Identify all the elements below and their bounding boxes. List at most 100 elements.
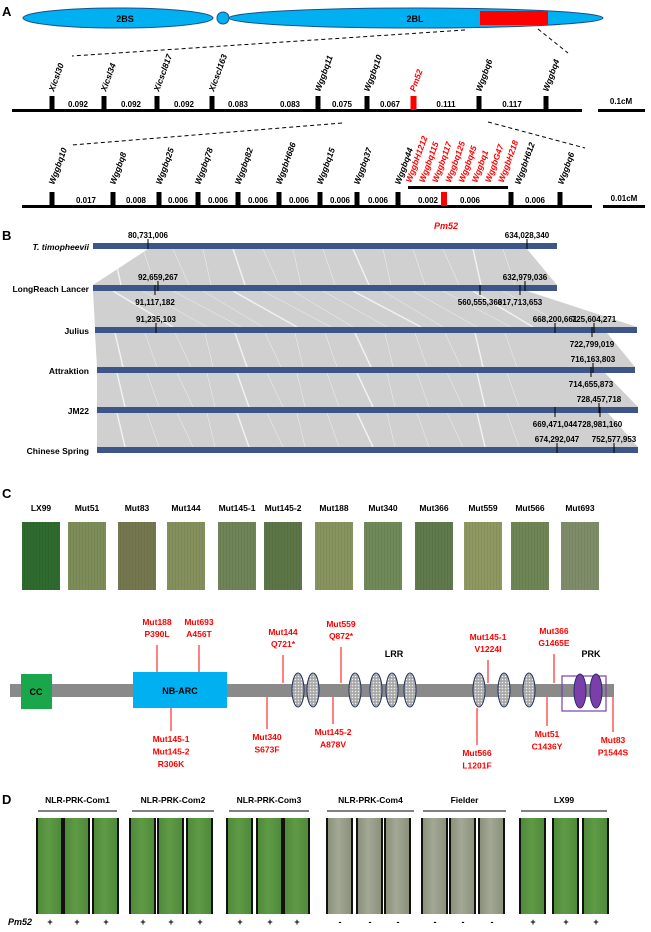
interval-distance: 0.006	[330, 196, 351, 205]
marker-tick	[508, 192, 514, 206]
lrr-repeat	[348, 672, 362, 708]
transgenic-leaf-image	[63, 818, 90, 914]
genome-tracks: T. timopheevii 80,731,006 634,028,340 LongR…	[12, 231, 638, 456]
synteny-gap	[114, 332, 124, 368]
synteny-gap	[116, 412, 126, 448]
genome-bar	[97, 407, 638, 413]
marker-label: Wggbq4	[540, 58, 561, 93]
nbarc-label: NB-ARC	[162, 686, 198, 696]
interval-distance: 0.006	[208, 196, 229, 205]
synteny-gap	[324, 332, 338, 368]
synteny-gap	[474, 332, 484, 368]
genome-name: T. timopheevii	[32, 242, 89, 252]
interval-distance: 0.111	[436, 100, 456, 109]
synteny-gap	[476, 412, 486, 448]
panel-label-a: A	[2, 4, 12, 19]
marker-tick	[395, 192, 401, 206]
mutant-leaf-image	[22, 522, 60, 590]
transgenic-leaf-image	[36, 818, 63, 914]
synteny-gap	[354, 332, 372, 368]
mutation-label: Mut144	[268, 627, 298, 637]
pm52-status: +	[530, 917, 535, 927]
synteny-gap	[266, 372, 284, 408]
group-label: NLR-PRK-Com4	[338, 795, 403, 805]
mutation-label: Mut693	[184, 617, 214, 627]
zoom-dash-left-1	[71, 29, 466, 57]
mutation-label: S673F	[254, 745, 279, 755]
pm52-status: -	[397, 917, 400, 927]
position-label: 716,163,803	[571, 355, 616, 364]
position-label: 728,981,160	[578, 420, 623, 429]
synteny-gap	[356, 372, 374, 408]
marker-tick	[209, 96, 215, 110]
position-label: 92,659,267	[138, 273, 179, 282]
marker-label: Xicscl817	[151, 52, 174, 94]
position-label: 674,292,047	[535, 435, 580, 444]
pm52-status: -	[369, 917, 372, 927]
mutant-leaf-image	[118, 522, 156, 590]
transgenic-leaf-image	[421, 818, 448, 914]
mutant-leaf-image	[315, 522, 353, 590]
genome-name: Julius	[64, 326, 89, 336]
synteny-gap	[326, 412, 340, 448]
interval-distance: 0.117	[502, 100, 522, 109]
synteny-gap	[446, 372, 464, 408]
lrr-repeat	[403, 672, 417, 708]
synteny-gap	[356, 412, 374, 448]
synteny-gap	[502, 290, 568, 328]
lrr-repeat	[497, 672, 511, 708]
pm52-status: +	[168, 917, 173, 927]
mutation-label: Mut340	[252, 732, 282, 742]
marker-tick	[354, 192, 360, 206]
synteny-gap	[472, 248, 482, 286]
transgenic-leaf-image	[186, 818, 213, 914]
mutant-leaf-image	[561, 522, 599, 590]
transgenic-leaf-image	[478, 818, 505, 914]
transgenic-leaf-image	[326, 818, 353, 914]
interval-distance: 0.092	[121, 100, 142, 109]
marker-tick	[154, 96, 160, 110]
pm52-status: +	[563, 917, 568, 927]
mutation-label: C1436Y	[532, 742, 563, 752]
marker-tick	[364, 96, 370, 110]
marker-label: Wggbq25	[153, 146, 176, 186]
synteny-gap	[262, 248, 280, 286]
mutation-label: Mut145-1	[153, 734, 190, 744]
marker-label: Wggbq10	[46, 146, 69, 186]
mutation-label: Mut145-1	[470, 632, 507, 642]
synteny-gap	[382, 290, 444, 328]
lrr-repeat	[472, 672, 486, 708]
synteny-gap	[386, 412, 396, 448]
interval-distance: 0.002	[418, 196, 439, 205]
interval-distance: 0.092	[174, 100, 195, 109]
mutation-label: P390L	[144, 629, 169, 639]
synteny-gap	[442, 248, 460, 286]
transgenic-leaf-image	[129, 818, 156, 914]
synteny-gap	[142, 248, 156, 286]
synteny-gap	[322, 248, 336, 286]
marker-label: WggbH686	[273, 141, 298, 186]
nbarc-domain	[133, 672, 227, 708]
mutation-label: R306K	[158, 759, 185, 769]
pm52-status: +	[140, 917, 145, 927]
panel-label-b: B	[2, 228, 11, 243]
synteny-gap	[444, 332, 462, 368]
mutant-leaf-image	[415, 522, 453, 590]
centromere	[216, 11, 230, 25]
synteny-gap	[502, 248, 516, 286]
synteny-gap	[174, 332, 192, 368]
transgenic-leaf-image	[582, 818, 609, 914]
mutation-label: Q872*	[329, 631, 354, 641]
panel-b: B Pm52 T. timopheevii 80,731,006 634,028,3…	[2, 221, 638, 456]
synteny-gap	[442, 290, 512, 328]
marker-label: Wggbq15	[314, 146, 337, 186]
mutation-label: L1201F	[462, 761, 491, 771]
synteny-gap	[506, 412, 520, 448]
marker-tick	[156, 192, 162, 206]
lrr-repeat	[306, 672, 320, 708]
position-label: 632,979,036	[503, 273, 548, 282]
synteny-gap	[386, 372, 396, 408]
interval-distance: 0.008	[126, 196, 147, 205]
genome-name: LongReach Lancer	[12, 284, 89, 294]
cc-domain	[21, 674, 52, 709]
